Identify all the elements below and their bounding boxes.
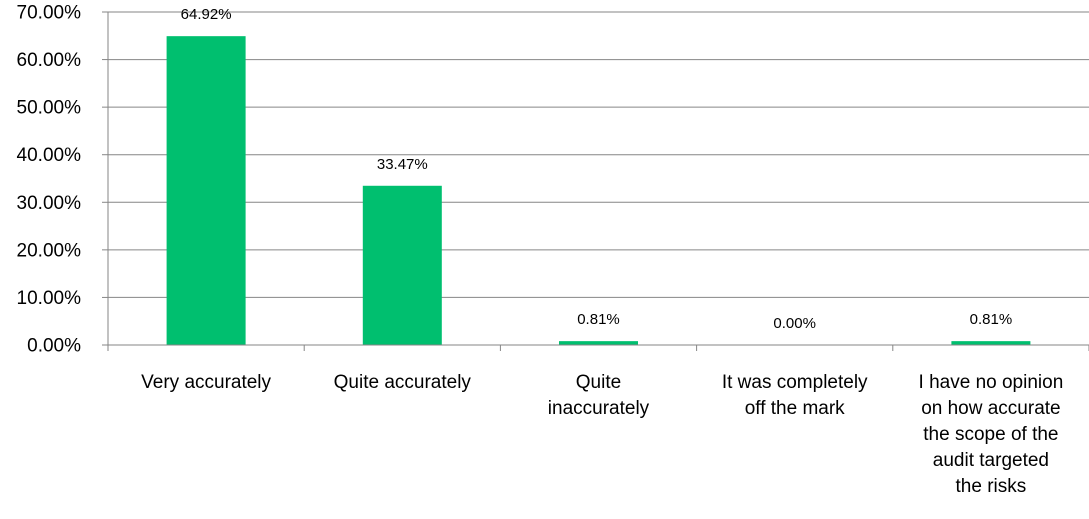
axes xyxy=(102,11,1089,351)
bar xyxy=(166,36,246,345)
category-label-line: Very accurately xyxy=(141,372,271,393)
category-label-line: off the mark xyxy=(745,398,845,419)
category-label: Quite inaccurately xyxy=(548,372,650,419)
category-label: It was completely off the mark xyxy=(722,372,868,419)
bar xyxy=(362,185,442,345)
data-label: 0.00% xyxy=(773,315,816,332)
y-tick-label: 60.00% xyxy=(17,50,82,71)
y-tick-label: 70.00% xyxy=(17,3,82,24)
data-label: 0.81% xyxy=(577,311,620,328)
data-label: 33.47% xyxy=(377,156,428,173)
data-labels: 64.92% 33.47% 0.81% 0.00% 0.81% xyxy=(181,6,1013,332)
category-label-line: inaccurately xyxy=(548,398,650,419)
bars xyxy=(166,36,1031,345)
gridlines xyxy=(108,11,1089,298)
category-label-line: the risks xyxy=(956,476,1027,497)
category-label-line: Quite xyxy=(576,372,621,393)
x-axis-category-labels: Very accurately Quite accurately Quite inac… xyxy=(141,372,1063,497)
bar xyxy=(951,341,1031,345)
category-label: Very accurately xyxy=(141,372,271,393)
category-label: Quite accurately xyxy=(334,372,472,393)
category-label: I have no opinion on how accurate the scop… xyxy=(919,372,1064,497)
bar xyxy=(559,341,638,345)
category-label-line: It was completely xyxy=(722,372,868,393)
category-label-line: audit targeted xyxy=(933,450,1049,471)
category-label-line: the scope of the xyxy=(923,424,1058,445)
y-tick-label: 50.00% xyxy=(17,98,82,119)
category-label-line: Quite accurately xyxy=(334,372,472,393)
category-label-line: on how accurate xyxy=(921,398,1060,419)
y-tick-label: 30.00% xyxy=(17,193,82,214)
y-axis-tick-labels: 0.00% 10.00% 20.00% 30.00% 40.00% 50.00% 60.00… xyxy=(17,3,82,357)
data-label: 64.92% xyxy=(181,6,232,23)
category-label-line: I have no opinion xyxy=(919,372,1064,393)
y-tick-label: 40.00% xyxy=(17,145,82,166)
data-label: 0.81% xyxy=(970,311,1013,328)
y-tick-label: 0.00% xyxy=(27,336,81,357)
y-tick-label: 20.00% xyxy=(17,240,82,261)
y-tick-label: 10.00% xyxy=(17,288,82,309)
